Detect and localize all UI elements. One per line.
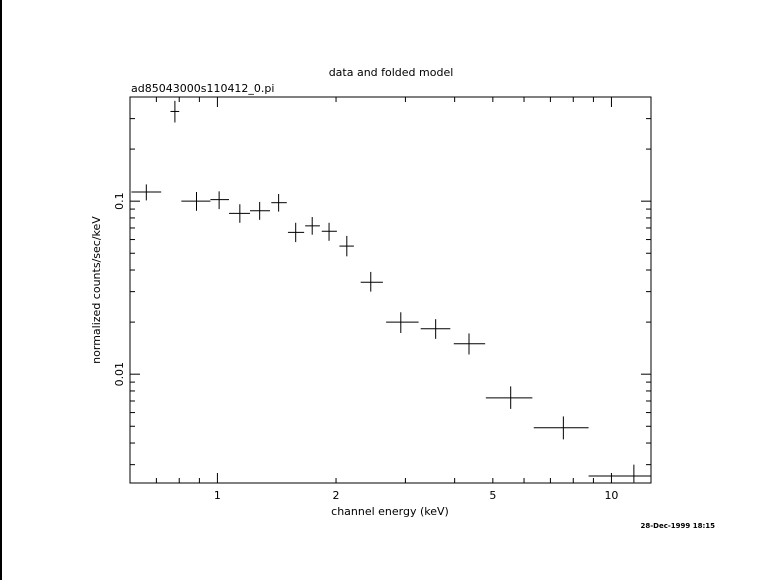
plot-frame <box>129 96 652 484</box>
chart-title: data and folded model <box>329 66 454 79</box>
axis-ticks <box>129 96 651 483</box>
x-tick-label: 2 <box>333 489 340 502</box>
data-point <box>321 222 337 241</box>
data-point <box>360 271 383 292</box>
y-tick-label: 0.01 <box>113 362 126 387</box>
data-point <box>453 333 486 355</box>
x-tick-label: 10 <box>604 489 618 502</box>
y-axis-label: normalized counts/sec/keV <box>90 216 103 364</box>
axis-tick-labels: 1 2 5 10 0.1 0.01 <box>113 192 618 502</box>
data-point <box>485 386 533 409</box>
timestamp: 28-Dec-1999 18:15 <box>641 522 716 530</box>
data-point <box>305 217 320 235</box>
data-point <box>181 191 211 211</box>
x-tick-label: 1 <box>214 489 221 502</box>
data-point <box>339 235 354 257</box>
window-edge <box>0 0 2 580</box>
data-point <box>210 191 229 210</box>
data-point <box>420 319 451 339</box>
data-point <box>287 222 305 243</box>
data-point <box>271 194 287 212</box>
data-point <box>588 464 651 483</box>
data-point <box>250 201 271 220</box>
x-axis-label: channel energy (keV) <box>331 505 449 518</box>
data-point <box>386 312 419 333</box>
y-tick-label: 0.1 <box>113 192 126 210</box>
data-point <box>228 204 251 223</box>
chart-subtitle: ad85043000s110412_0.pi <box>131 82 274 95</box>
x-tick-label: 5 <box>489 489 496 502</box>
data-point <box>533 416 589 440</box>
data-points <box>131 100 651 483</box>
data-point <box>131 184 162 201</box>
data-point <box>170 100 180 123</box>
